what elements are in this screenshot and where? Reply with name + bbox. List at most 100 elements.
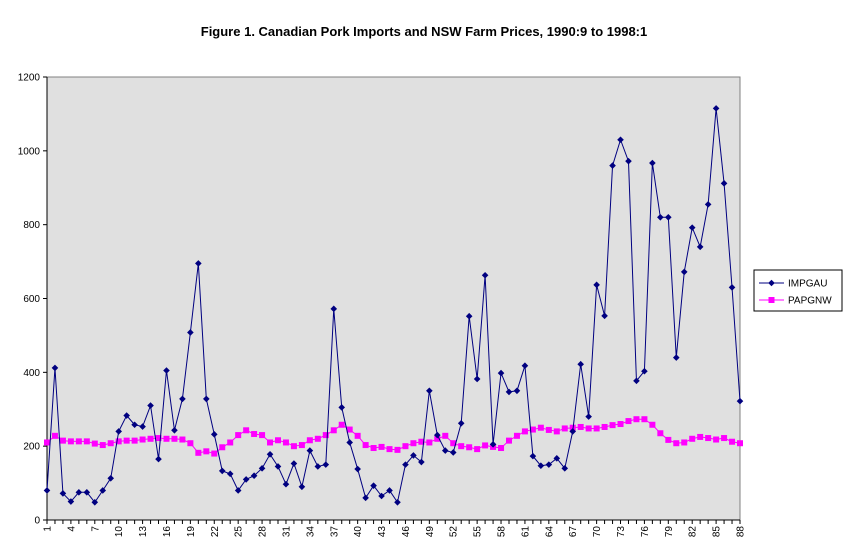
data-point xyxy=(314,435,321,442)
x-tick-label: 88 xyxy=(736,526,747,538)
data-point xyxy=(83,489,91,496)
data-point xyxy=(378,443,385,450)
x-tick-label: 49 xyxy=(425,526,436,538)
series-papgnw xyxy=(44,416,743,457)
chart-title: Figure 1. Canadian Pork Imports and NSW … xyxy=(201,24,647,39)
y-tick-label: 400 xyxy=(23,368,40,379)
x-tick-label: 22 xyxy=(210,526,221,538)
data-point xyxy=(688,224,696,231)
x-tick-label: 61 xyxy=(520,526,531,538)
x-tick-label: 79 xyxy=(664,526,675,538)
data-point xyxy=(498,445,505,452)
data-point xyxy=(282,439,289,446)
data-point xyxy=(553,428,560,435)
data-point xyxy=(482,442,489,449)
y-tick-label: 1000 xyxy=(18,146,41,157)
data-point xyxy=(625,418,632,425)
data-point xyxy=(721,435,728,442)
data-point xyxy=(593,425,600,432)
data-point xyxy=(609,162,616,169)
data-point xyxy=(322,461,330,468)
x-tick-label: 1 xyxy=(43,526,54,532)
data-point xyxy=(680,268,688,276)
data-point xyxy=(649,421,656,428)
data-point xyxy=(290,460,298,467)
data-point xyxy=(410,440,417,447)
data-point xyxy=(44,439,50,446)
data-point xyxy=(282,480,290,488)
data-point xyxy=(195,260,202,267)
legend-entry: IMPGAU xyxy=(759,279,827,290)
data-point xyxy=(203,448,210,455)
data-point xyxy=(211,450,218,457)
data-point xyxy=(473,375,481,383)
legend: IMPGAU PAPGNW xyxy=(753,269,843,312)
data-point xyxy=(187,329,194,336)
x-tick-label: 58 xyxy=(497,526,508,538)
x-tick-label: 28 xyxy=(258,526,269,538)
data-point xyxy=(362,494,369,502)
data-point xyxy=(51,432,58,439)
x-tick-label: 10 xyxy=(114,526,125,538)
data-point xyxy=(521,428,528,435)
data-point xyxy=(601,312,608,320)
data-point xyxy=(338,404,346,411)
data-point xyxy=(219,444,226,451)
data-point xyxy=(545,461,553,468)
data-point xyxy=(617,421,624,428)
data-point xyxy=(99,442,106,449)
data-point xyxy=(147,435,154,442)
data-point xyxy=(123,437,130,444)
data-point xyxy=(203,395,210,403)
data-point xyxy=(59,437,66,444)
data-point xyxy=(330,427,337,434)
data-point xyxy=(641,367,648,375)
data-point xyxy=(434,435,441,442)
data-point xyxy=(354,432,361,439)
data-point xyxy=(298,442,305,449)
x-tick-label: 85 xyxy=(712,526,723,538)
data-point xyxy=(306,447,314,454)
data-point xyxy=(243,427,250,434)
data-point xyxy=(370,445,377,452)
data-point xyxy=(442,432,449,439)
data-point xyxy=(457,419,465,427)
y-tick-label: 200 xyxy=(23,442,40,453)
data-point xyxy=(394,498,401,506)
data-point xyxy=(489,441,497,448)
data-point xyxy=(450,440,457,447)
data-point xyxy=(529,426,536,433)
data-point xyxy=(322,432,329,439)
data-point xyxy=(681,439,688,446)
data-point xyxy=(585,425,592,432)
x-tick-label: 16 xyxy=(162,526,173,538)
data-point xyxy=(585,413,592,420)
data-point xyxy=(713,436,720,443)
data-point xyxy=(67,438,74,445)
data-point xyxy=(179,395,186,403)
data-point xyxy=(155,455,162,463)
data-point xyxy=(163,435,170,442)
data-point xyxy=(235,432,242,439)
data-point xyxy=(521,362,529,369)
x-tick-label: 13 xyxy=(138,526,149,538)
data-point xyxy=(728,284,736,291)
data-point xyxy=(275,437,281,444)
data-point xyxy=(218,467,226,475)
data-point xyxy=(481,271,489,279)
data-point xyxy=(577,360,584,368)
data-point xyxy=(43,487,51,494)
data-point xyxy=(513,432,520,439)
x-tick-label: 37 xyxy=(329,526,340,538)
data-point xyxy=(649,159,656,167)
x-tick-label: 46 xyxy=(401,526,412,538)
data-point xyxy=(155,435,162,442)
data-point xyxy=(410,452,417,459)
data-point xyxy=(298,483,306,491)
data-point xyxy=(465,312,473,320)
data-point xyxy=(497,369,505,377)
data-point xyxy=(346,426,353,433)
data-point xyxy=(362,442,369,449)
x-tick-label: 19 xyxy=(186,526,197,538)
x-tick-label: 4 xyxy=(66,526,77,532)
